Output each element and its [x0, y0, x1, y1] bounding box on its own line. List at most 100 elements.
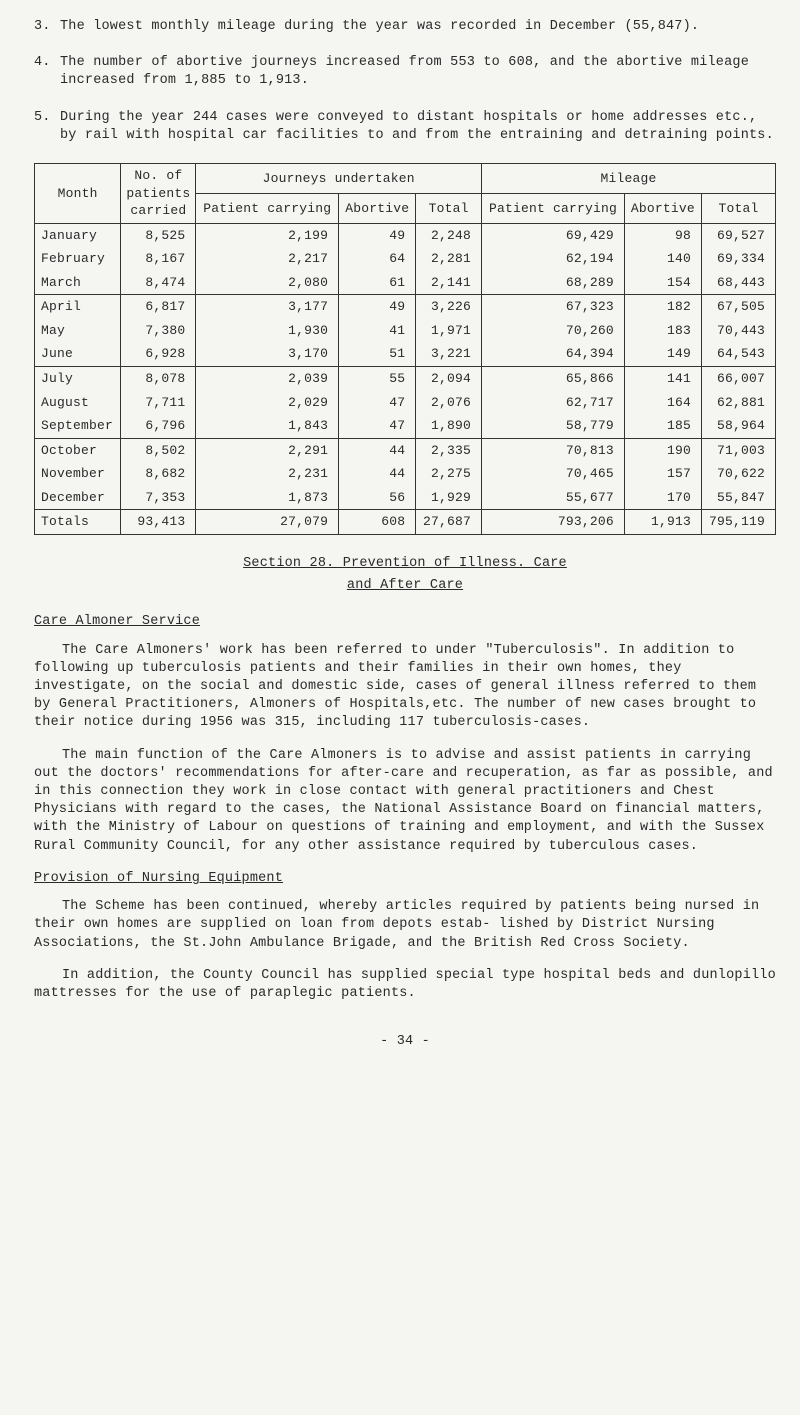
table-row: July8,0782,039552,09465,86614166,007 [35, 367, 776, 391]
almoner-p1: The Care Almoners' work has been referre… [34, 642, 776, 733]
table-row: October8,5022,291442,33570,81319071,003 [35, 438, 776, 462]
table-cell: 66,007 [701, 367, 775, 391]
table-cell: 6,796 [121, 414, 196, 438]
table-cell: November [35, 462, 121, 486]
table-row: December7,3531,873561,92955,67717055,847 [35, 486, 776, 510]
table-cell: 3,226 [416, 295, 482, 319]
table-row: September6,7961,843471,89058,77918558,96… [35, 414, 776, 438]
table-cell: 2,141 [416, 271, 482, 295]
table-cell: 2,281 [416, 247, 482, 271]
paragraph-4: 4. The number of abortive journeys incre… [34, 54, 776, 90]
table-cell: August [35, 391, 121, 415]
totals-mp: 793,206 [482, 510, 625, 535]
table-cell: 2,248 [416, 223, 482, 247]
col-mileage: Mileage [482, 164, 776, 194]
table-cell: 69,527 [701, 223, 775, 247]
table-cell: 69,334 [701, 247, 775, 271]
table-cell: 70,465 [482, 462, 625, 486]
table-cell: 2,231 [196, 462, 339, 486]
table-cell: 55,847 [701, 486, 775, 510]
paragraph-5: 5. During the year 244 cases were convey… [34, 109, 776, 145]
table-row: June6,9283,170513,22164,39414964,543 [35, 342, 776, 366]
table-cell: 64 [339, 247, 416, 271]
table-cell: 58,964 [701, 414, 775, 438]
table-cell: 64,394 [482, 342, 625, 366]
table-cell: 58,779 [482, 414, 625, 438]
table-cell: April [35, 295, 121, 319]
table-cell: 6,928 [121, 342, 196, 366]
totals-jt: 27,687 [416, 510, 482, 535]
table-cell: 183 [624, 319, 701, 343]
label: No. of [134, 168, 182, 183]
table-cell: 70,622 [701, 462, 775, 486]
totals-jp: 27,079 [196, 510, 339, 535]
nursing-p1: The Scheme has been continued, whereby a… [34, 898, 776, 953]
table-cell: 56 [339, 486, 416, 510]
table-cell: 2,335 [416, 438, 482, 462]
col-journeys: Journeys undertaken [196, 164, 482, 194]
table-row: April6,8173,177493,22667,32318267,505 [35, 295, 776, 319]
mileage-table: Month No. of patients carried Journeys u… [34, 163, 776, 535]
col-m-abortive: Abortive [624, 193, 701, 223]
table-cell: 47 [339, 414, 416, 438]
table-cell: 67,505 [701, 295, 775, 319]
table-cell: 182 [624, 295, 701, 319]
table-cell: October [35, 438, 121, 462]
totals-ma: 1,913 [624, 510, 701, 535]
table-cell: February [35, 247, 121, 271]
table-cell: 2,199 [196, 223, 339, 247]
table-row: February8,1672,217642,28162,19414069,334 [35, 247, 776, 271]
table-cell: 170 [624, 486, 701, 510]
table-totals-row: Totals 93,413 27,079 608 27,687 793,206 … [35, 510, 776, 535]
table-cell: 3,221 [416, 342, 482, 366]
table-row: March8,4742,080612,14168,28915468,443 [35, 271, 776, 295]
table-cell: 2,076 [416, 391, 482, 415]
table-cell: July [35, 367, 121, 391]
table-cell: 2,217 [196, 247, 339, 271]
table-cell: 62,194 [482, 247, 625, 271]
nursing-heading: Provision of Nursing Equipment [34, 870, 776, 888]
table-cell: 7,711 [121, 391, 196, 415]
table-cell: May [35, 319, 121, 343]
table-cell: 69,429 [482, 223, 625, 247]
table-cell: September [35, 414, 121, 438]
table-cell: March [35, 271, 121, 295]
table-cell: December [35, 486, 121, 510]
col-noof: No. of patients carried [121, 164, 196, 224]
totals-p: 93,413 [121, 510, 196, 535]
table-cell: 2,039 [196, 367, 339, 391]
table-cell: January [35, 223, 121, 247]
table-cell: 1,929 [416, 486, 482, 510]
table-cell: 49 [339, 295, 416, 319]
table-cell: 68,443 [701, 271, 775, 295]
table-cell: 55,677 [482, 486, 625, 510]
table-cell: 1,890 [416, 414, 482, 438]
col-j-abortive: Abortive [339, 193, 416, 223]
table-cell: 1,971 [416, 319, 482, 343]
table-cell: 164 [624, 391, 701, 415]
table-cell: 70,260 [482, 319, 625, 343]
para-num: 5. [34, 109, 60, 145]
table-cell: 61 [339, 271, 416, 295]
para-num: 4. [34, 54, 60, 90]
almoner-p2: The main function of the Care Almoners i… [34, 747, 776, 856]
table-cell: 41 [339, 319, 416, 343]
table-cell: 71,003 [701, 438, 775, 462]
table-cell: 65,866 [482, 367, 625, 391]
table-cell: 1,930 [196, 319, 339, 343]
section-title: Section 28. Prevention of Illness. Care [34, 555, 776, 573]
para-text: The number of abortive journeys increase… [60, 54, 776, 90]
table-cell: 6,817 [121, 295, 196, 319]
table-cell: 64,543 [701, 342, 775, 366]
paragraph-3: 3. The lowest monthly mileage during the… [34, 18, 776, 36]
totals-ja: 608 [339, 510, 416, 535]
totals-mt: 795,119 [701, 510, 775, 535]
table-cell: June [35, 342, 121, 366]
col-j-patient: Patient carrying [196, 193, 339, 223]
table-cell: 3,177 [196, 295, 339, 319]
table-cell: 2,275 [416, 462, 482, 486]
table-cell: 1,873 [196, 486, 339, 510]
table-cell: 2,291 [196, 438, 339, 462]
table-cell: 1,843 [196, 414, 339, 438]
col-month: Month [35, 164, 121, 224]
